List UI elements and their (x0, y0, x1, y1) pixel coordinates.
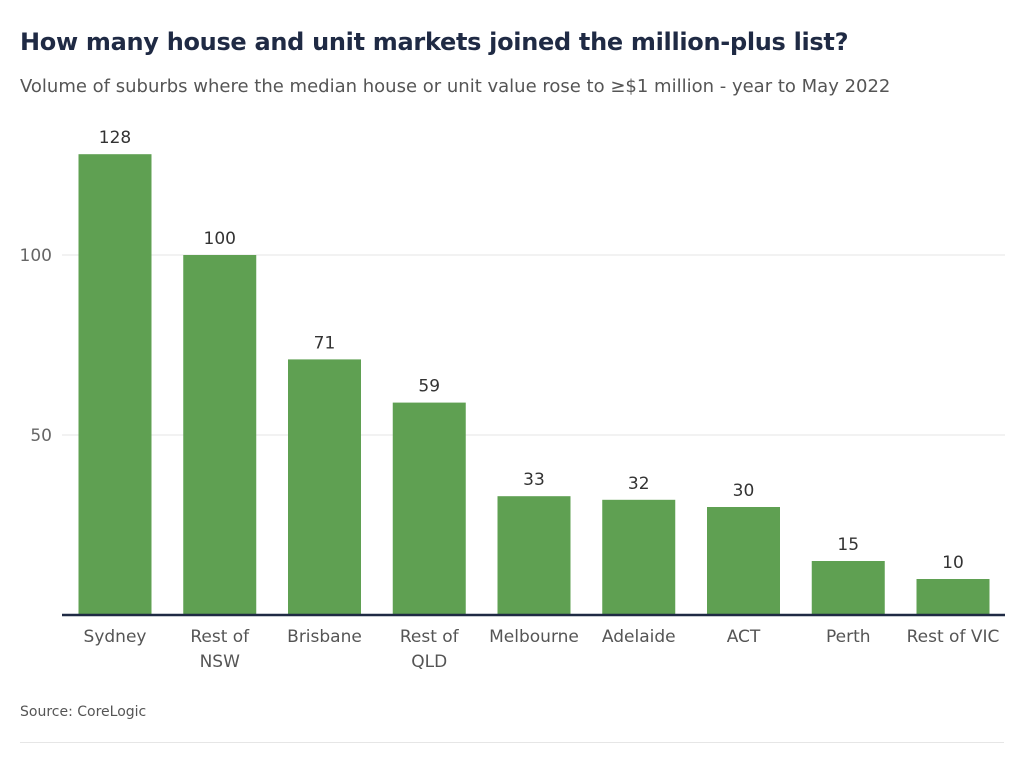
x-tick-label: Brisbane (287, 627, 362, 647)
chart-subtitle: Volume of suburbs where the median house… (20, 76, 891, 97)
data-label: 32 (628, 474, 650, 494)
data-label: 30 (733, 481, 755, 501)
data-label: 100 (204, 229, 236, 249)
y-tick-label: 100 (20, 246, 52, 266)
x-tick-label: Rest of VIC (907, 627, 1000, 647)
x-tick-label: ACT (727, 627, 761, 647)
y-tick-label: 50 (30, 426, 52, 446)
data-label: 15 (837, 535, 859, 555)
bar (288, 359, 361, 615)
x-tick-label: Rest of QLD (400, 627, 460, 672)
x-tick-label: Perth (826, 627, 871, 647)
bar (602, 499, 676, 615)
bar (811, 561, 885, 615)
x-tick-label: Melbourne (489, 627, 579, 647)
bottom-divider (20, 742, 1004, 743)
bar (497, 496, 571, 615)
data-label: 33 (523, 470, 545, 490)
bar (916, 579, 990, 615)
x-tick-label: Adelaide (602, 627, 676, 647)
bar (707, 507, 780, 615)
bar (78, 154, 152, 615)
data-label: 71 (314, 333, 336, 353)
data-label: 10 (942, 553, 964, 573)
bar-chart: 50 100 128 Sydney 100 Rest of NSW 71 Brisbane 59 R… (20, 128, 1005, 672)
source-note: Source: CoreLogic (20, 704, 147, 720)
data-label: 128 (99, 128, 131, 148)
x-tick-label: Rest of NSW (190, 627, 250, 672)
data-label: 59 (418, 377, 440, 397)
x-tick-label: Sydney (84, 627, 147, 647)
bar (392, 402, 466, 615)
chart-title: How many house and unit markets joined t… (20, 28, 849, 56)
bar (183, 255, 257, 615)
